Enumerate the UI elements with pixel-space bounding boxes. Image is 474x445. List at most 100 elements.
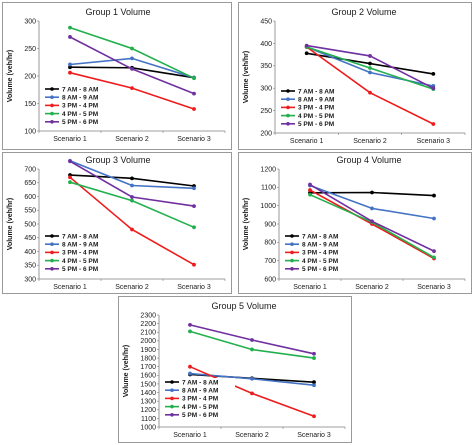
data-point <box>312 383 316 388</box>
legend-marker <box>290 234 294 238</box>
data-point <box>130 46 134 51</box>
data-point <box>130 195 134 199</box>
x-tick-label: Scenario 1 <box>53 136 87 143</box>
data-point <box>68 175 72 180</box>
legend-marker <box>50 267 54 271</box>
data-point <box>130 227 134 232</box>
x-tick-label: Scenario 2 <box>115 284 149 291</box>
series-line <box>309 184 435 220</box>
chart-title: Group 5 Volume <box>211 301 276 311</box>
data-point <box>188 371 192 376</box>
legend-marker <box>286 122 290 126</box>
y-tick-label: 650 <box>24 180 36 187</box>
y-tick-label: 900 <box>264 221 276 228</box>
legend-marker <box>290 258 294 263</box>
data-point <box>368 66 372 70</box>
y-tick-label: 2300 <box>140 312 156 319</box>
data-point <box>192 107 196 111</box>
legend-label: 4 PM - 5 PM <box>62 111 98 118</box>
x-tick-label: Scenario 2 <box>355 284 389 291</box>
y-axis-label: Volume (veh/hr) <box>7 50 14 102</box>
x-tick-label: Scenario 3 <box>177 136 211 143</box>
chart-title: Group 4 Volume <box>336 155 401 165</box>
data-point <box>192 186 196 191</box>
x-tick-label: Scenario 1 <box>173 432 207 439</box>
x-tick-label: Scenario 1 <box>290 138 324 145</box>
legend-marker <box>286 97 290 101</box>
y-tick-label: 1500 <box>140 381 156 388</box>
x-tick-label: Scenario 1 <box>293 284 327 291</box>
series-line <box>69 181 195 229</box>
data-point <box>192 262 196 267</box>
data-point <box>431 71 436 76</box>
legend-label: 7 AM - 8 AM <box>62 233 98 240</box>
y-tick-label: 1800 <box>140 355 156 362</box>
legend-label: 5 PM - 6 PM <box>62 119 98 126</box>
data-point <box>130 86 134 90</box>
y-tick-label: 700 <box>24 166 36 173</box>
legend-label: 5 PM - 6 PM <box>182 412 218 419</box>
chart-title: Group 3 Volume <box>85 155 150 165</box>
legend-marker <box>286 89 290 93</box>
legend-label: 4 PM - 5 PM <box>302 258 338 265</box>
y-tick-label: 1200 <box>260 166 276 173</box>
legend-marker <box>50 103 54 108</box>
y-tick-label: 1100 <box>141 416 156 423</box>
data-point <box>304 43 309 48</box>
y-tick-label: 250 <box>24 46 36 53</box>
y-tick-label: 2200 <box>140 321 156 328</box>
data-point <box>68 35 72 39</box>
y-axis-label: Volume (veh/hr) <box>123 345 130 397</box>
chart-panel-group-5: Group 5 Volume 1000 1100 1200 1300 1400 1500 16… <box>118 296 352 443</box>
legend-label: 3 PM - 4 PM <box>182 396 218 403</box>
y-tick-label: 1000 <box>260 203 276 210</box>
data-point <box>130 66 134 71</box>
legend-marker <box>50 120 54 124</box>
data-point <box>192 204 196 209</box>
chart-panel-group-4: Group 4 Volume 600 700 800 900 1000 1100 1200 Sc… <box>238 152 472 294</box>
data-point <box>130 198 134 203</box>
y-tick-label: 450 <box>24 235 36 242</box>
y-tick-label: 1300 <box>140 399 156 406</box>
data-point <box>192 225 196 230</box>
data-point <box>308 182 312 187</box>
y-tick-label: 2100 <box>140 330 156 337</box>
data-point <box>68 62 72 67</box>
y-tick-label: 200 <box>260 130 272 137</box>
legend-label: 7 AM - 8 AM <box>62 86 98 93</box>
legend-marker <box>50 87 54 91</box>
legend-marker <box>170 404 174 409</box>
x-tick-label: Scenario 2 <box>235 432 269 439</box>
y-tick-label: 550 <box>24 208 36 215</box>
legend-marker <box>50 95 54 99</box>
legend-marker <box>290 242 294 246</box>
data-point <box>368 70 372 75</box>
data-point <box>432 249 436 254</box>
legend-label: 3 PM - 4 PM <box>298 105 334 112</box>
y-tick-label: 350 <box>260 63 272 70</box>
legend-marker <box>290 250 294 255</box>
legend-marker <box>170 380 174 384</box>
data-point <box>188 329 192 334</box>
legend-label: 8 AM - 9 AM <box>182 388 218 395</box>
data-point <box>250 376 254 381</box>
data-point <box>250 391 254 396</box>
data-point <box>312 414 316 419</box>
y-tick-label: 300 <box>260 86 272 93</box>
legend-label: 4 PM - 5 PM <box>298 113 334 120</box>
data-point <box>250 347 254 352</box>
y-tick-label: 250 <box>260 108 272 115</box>
data-point <box>308 188 312 192</box>
data-point <box>312 356 316 360</box>
data-point <box>304 51 309 56</box>
data-point <box>188 323 192 327</box>
data-point <box>308 192 312 197</box>
chart-title: Group 2 Volume <box>331 7 396 17</box>
legend-label: 7 AM - 8 AM <box>182 379 218 386</box>
chart-panel-group-2: Group 2 Volume 200 250 300 350 400 450 Scenario… <box>238 2 472 150</box>
y-axis-label: Volume (veh/hr) <box>243 51 250 103</box>
data-point <box>250 338 254 342</box>
y-tick-label: 300 <box>24 276 36 283</box>
data-point <box>431 86 436 91</box>
